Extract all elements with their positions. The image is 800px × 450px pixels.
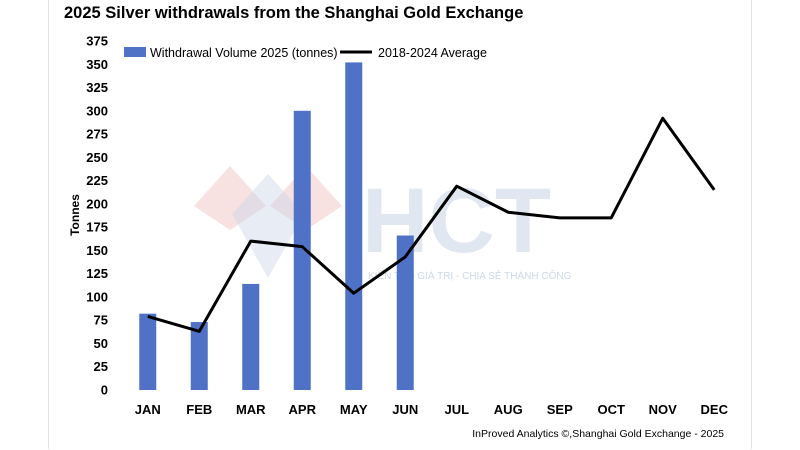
bar xyxy=(190,322,208,390)
line-series xyxy=(147,116,716,333)
x-tick-label: JUL xyxy=(444,402,469,417)
x-tick-label: FEB xyxy=(186,402,212,417)
y-tick-label: 75 xyxy=(94,313,108,328)
bar xyxy=(396,235,414,390)
watermark-logo: HCT KIẾN TẠO GIÁ TRỊ - CHIA SẺ THÀNH CÔN… xyxy=(194,166,572,282)
x-tick-label: MAY xyxy=(340,402,368,417)
bar xyxy=(345,62,363,390)
chart-title: 2025 Silver withdrawals from the Shangha… xyxy=(64,4,524,22)
x-axis: JAN FEB MAR APR MAY JUN JUL AUG SEP OCT NOV DEC xyxy=(135,402,729,417)
watermark-tagline: KIẾN TẠO GIÁ TRỊ - CHIA SẺ THÀNH CÔNG xyxy=(368,269,572,282)
x-tick-label: MAR xyxy=(236,402,266,417)
y-axis: 0 25 50 75 100 125 150 175 200 225 250 275 300 325 350… xyxy=(86,34,108,398)
y-tick-label: 50 xyxy=(94,336,108,351)
x-tick-label: JAN xyxy=(135,402,161,417)
y-tick-label: 375 xyxy=(86,34,108,49)
y-tick-label: 25 xyxy=(94,359,108,374)
x-tick-label: NOV xyxy=(649,402,678,417)
y-axis-label: Tonnes xyxy=(68,194,82,236)
y-tick-label: 100 xyxy=(86,289,108,304)
y-tick-label: 325 xyxy=(86,80,108,95)
y-tick-label: 0 xyxy=(101,383,108,398)
bar xyxy=(293,110,311,391)
bar xyxy=(242,283,260,390)
x-tick-label: AUG xyxy=(494,402,523,417)
x-tick-label: DEC xyxy=(701,402,729,417)
bar xyxy=(139,313,157,390)
legend-label-line: 2018-2024 Average xyxy=(378,46,487,60)
y-tick-label: 175 xyxy=(86,220,108,235)
legend: Withdrawal Volume 2025 (tonnes) 2018-202… xyxy=(124,46,487,60)
y-tick-label: 125 xyxy=(86,266,108,281)
y-tick-label: 275 xyxy=(86,127,108,142)
x-tick-label: OCT xyxy=(598,402,626,417)
bar-series xyxy=(139,62,414,391)
average-line xyxy=(147,116,716,333)
source-note: InProved Analytics ©,Shanghai Gold Excha… xyxy=(472,428,724,440)
y-tick-label: 200 xyxy=(86,196,108,211)
legend-label-bar: Withdrawal Volume 2025 (tonnes) xyxy=(150,46,338,60)
chart-frame xyxy=(48,0,752,449)
x-tick-label: APR xyxy=(289,402,317,417)
y-tick-label: 350 xyxy=(86,57,108,72)
y-tick-label: 250 xyxy=(86,150,108,165)
x-tick-label: JUN xyxy=(392,402,418,417)
y-tick-label: 300 xyxy=(86,103,108,118)
x-tick-label: SEP xyxy=(547,402,573,417)
y-tick-label: 225 xyxy=(86,173,108,188)
y-tick-label: 150 xyxy=(86,243,108,258)
legend-swatch-bar xyxy=(124,47,146,57)
